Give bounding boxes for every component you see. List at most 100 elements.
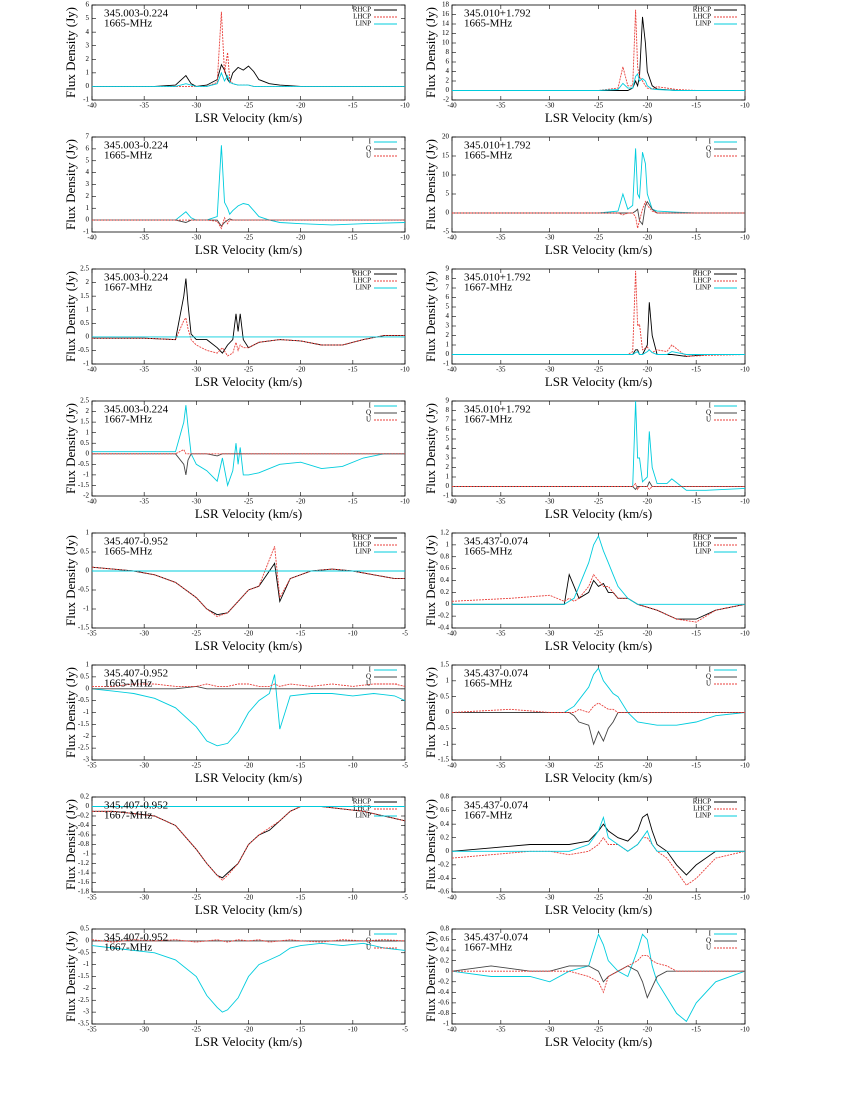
legend-label: I: [709, 930, 712, 938]
x-tick-label: -10: [740, 498, 750, 506]
y-tick-label: 2: [86, 55, 90, 63]
y-tick-label: 6: [86, 144, 90, 152]
legend-label: I: [709, 138, 712, 146]
x-tick-label: -40: [87, 498, 97, 506]
x-tick-label: -30: [545, 234, 555, 242]
y-tick-label: 0.2: [80, 793, 89, 801]
panel-subtitle: 1665-MHz: [104, 546, 152, 558]
legend-label: Q: [706, 937, 711, 945]
x-tick-label: -30: [139, 894, 149, 902]
legend-label: LINP: [695, 284, 711, 292]
x-tick-label: -30: [545, 894, 555, 902]
y-tick-label: 1: [446, 473, 450, 481]
y-tick-label: 0.5: [80, 548, 89, 556]
y-tick-label: -1: [83, 605, 89, 613]
x-tick-label: -10: [740, 762, 750, 770]
panel-title: 345.437-0.074: [464, 536, 529, 548]
spectrum-line: [92, 63, 405, 87]
legend-label: LINP: [695, 548, 711, 556]
x-tick-label: -20: [296, 366, 306, 374]
y-tick-label: -1: [83, 360, 89, 368]
y-tick-label: -1: [83, 960, 89, 968]
panel-subtitle: 1667-MHz: [464, 810, 512, 822]
spectrum-line: [452, 72, 745, 91]
y-tick-label: 1: [86, 68, 90, 76]
y-tick-label: -1.2: [78, 859, 90, 867]
y-tick-label: -1: [443, 740, 449, 748]
y-tick-label: -1: [443, 360, 449, 368]
x-tick-label: -30: [139, 762, 149, 770]
spectrum-line: [92, 942, 405, 1013]
y-tick-label: -2: [83, 492, 89, 500]
x-tick-label: -20: [643, 366, 653, 374]
x-axis-label: LSR Velocity (km/s): [195, 638, 302, 653]
panel-title: 345.010+1.792: [464, 404, 531, 416]
legend-label: RHCP: [353, 798, 371, 806]
y-tick-label: 0: [446, 86, 450, 94]
y-tick-label: 1: [86, 661, 90, 669]
y-tick-label: 1: [86, 204, 90, 212]
y-tick-label: 1: [446, 341, 450, 349]
x-tick-label: -35: [496, 102, 506, 110]
panel-title: 345.010+1.792: [464, 272, 531, 284]
y-tick-label: 5: [446, 435, 450, 443]
x-tick-label: -40: [87, 366, 97, 374]
panel-subtitle: 1665-MHz: [464, 678, 512, 690]
x-tick-label: -30: [192, 102, 202, 110]
y-axis-label: Flux Density (Jy): [423, 667, 438, 758]
x-tick-label: -10: [740, 366, 750, 374]
y-axis-label: Flux Density (Jy): [63, 7, 78, 98]
y-tick-label: 1: [86, 428, 90, 436]
y-tick-label: 0.6: [440, 935, 449, 943]
x-tick-label: -15: [691, 762, 701, 770]
y-tick-label: 0.8: [440, 793, 449, 801]
legend-label: LINP: [355, 812, 371, 820]
legend-label: LHCP: [693, 805, 711, 813]
panel-subtitle: 1665-MHz: [104, 150, 152, 162]
panel-subtitle: 1665-MHz: [104, 678, 152, 690]
y-tick-label: 0: [86, 82, 90, 90]
y-tick-label: 0: [86, 332, 90, 340]
x-tick-label: -30: [545, 498, 555, 506]
spectrum-line: [452, 349, 745, 355]
legend-label: Q: [366, 937, 371, 945]
y-tick-label: -1: [83, 850, 89, 858]
y-axis-label: Flux Density (Jy): [63, 535, 78, 626]
y-tick-label: 2.5: [80, 265, 89, 273]
y-tick-label: -0.5: [78, 346, 90, 354]
y-tick-label: -1: [83, 228, 89, 236]
x-tick-label: -20: [643, 630, 653, 638]
y-tick-label: 0.4: [440, 576, 449, 584]
legend-label: LINP: [355, 548, 371, 556]
legend-label: RHCP: [693, 270, 711, 278]
y-tick-label: 3: [446, 322, 450, 330]
spectrum-line: [452, 573, 745, 623]
x-tick-label: -5: [402, 630, 408, 638]
x-axis-label: LSR Velocity (km/s): [545, 374, 652, 389]
x-tick-label: -20: [643, 498, 653, 506]
y-tick-label: -0.8: [438, 1009, 450, 1017]
y-tick-label: -0.2: [438, 612, 450, 620]
y-tick-label: 0: [446, 209, 450, 217]
x-tick-label: -25: [192, 894, 202, 902]
y-tick-label: 9: [446, 265, 450, 273]
x-tick-label: -30: [192, 366, 202, 374]
spectrum-line: [92, 674, 405, 747]
y-tick-label: -3: [83, 756, 89, 764]
y-tick-label: 2: [446, 463, 450, 471]
x-tick-label: -25: [244, 498, 254, 506]
spectrum-line: [452, 815, 745, 852]
y-tick-label: 2: [446, 331, 450, 339]
y-tick-label: 8: [446, 406, 450, 414]
x-tick-label: -25: [192, 1026, 202, 1034]
spectrum-line: [92, 546, 405, 618]
x-tick-label: -15: [691, 1026, 701, 1034]
y-tick-label: 2: [86, 407, 90, 415]
spectrum-line: [92, 939, 405, 943]
y-axis-label: Flux Density (Jy): [423, 271, 438, 362]
spectrum-line: [452, 813, 745, 876]
x-tick-label: -25: [594, 234, 604, 242]
y-tick-label: -0.5: [78, 586, 90, 594]
x-tick-label: -15: [691, 498, 701, 506]
legend-label: LHCP: [353, 805, 371, 813]
